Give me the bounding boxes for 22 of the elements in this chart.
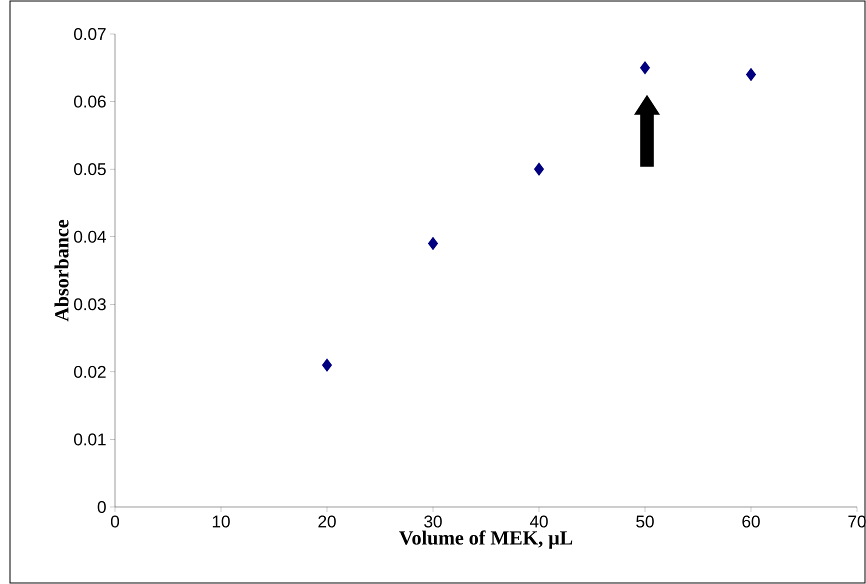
y-tick-label: 0.02 [74, 366, 106, 378]
x-axis-title: Volume of MEK, µL [399, 530, 572, 549]
x-tick-label: 50 [636, 516, 654, 528]
x-tick-label: 30 [424, 516, 442, 528]
y-axis-title: Absorbance [54, 220, 69, 322]
y-tick-label: 0.07 [74, 28, 106, 40]
point [322, 358, 332, 372]
point [746, 68, 756, 82]
point [640, 61, 650, 74]
y-tick-label: 0.03 [74, 298, 106, 310]
y-tick-label: 0.01 [74, 433, 106, 446]
x-tick-label: 10 [212, 516, 230, 528]
x-tick-label: 0 [110, 516, 120, 528]
x-tick-label: 60 [742, 516, 760, 528]
x-tick-label: 20 [318, 516, 336, 528]
point [428, 236, 438, 250]
y-tick-label: 0.06 [74, 96, 106, 108]
x-tick-label: 40 [530, 516, 548, 528]
y-tick-label: 0.04 [74, 230, 106, 243]
y-tick-label: 0.05 [74, 163, 106, 176]
point [534, 162, 544, 176]
y-tick-label: 0 [98, 500, 106, 514]
